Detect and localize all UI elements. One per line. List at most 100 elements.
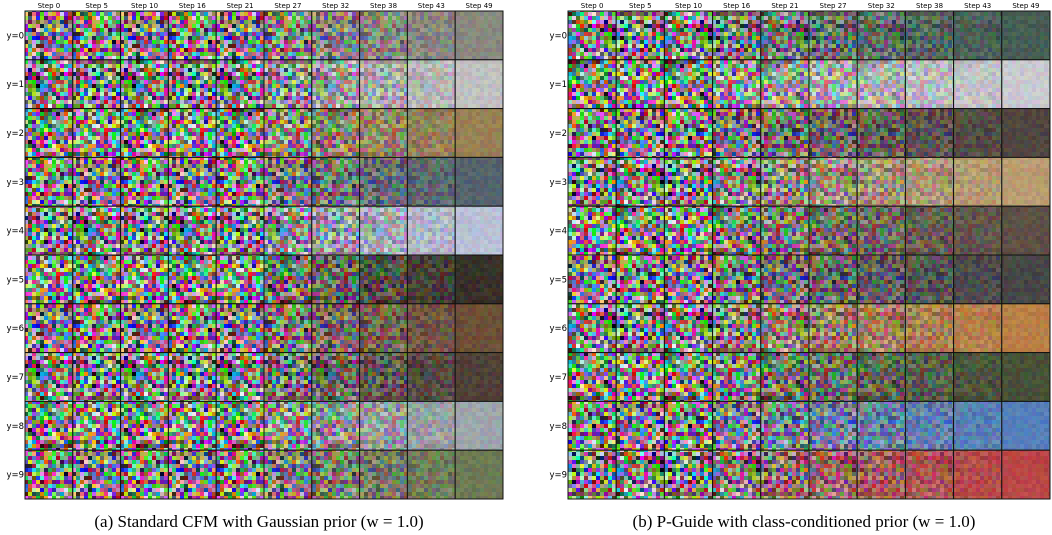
caption: (b) P-Guide with class-conditioned prior… [633,512,976,531]
image-content [312,304,360,353]
image-noise [568,255,616,304]
image-content [905,109,953,158]
image-content [264,353,312,402]
image-noise [664,206,712,255]
column-header: Step 32 [868,2,895,10]
row-label: y=9 [549,471,567,481]
row-label: y=6 [549,324,567,334]
row-label: y=1 [6,80,24,90]
image-content [809,109,857,158]
image-noise [121,353,169,402]
column-header: Step 43 [418,2,445,10]
image-content [455,60,503,109]
image-content [954,353,1002,402]
image-noise [664,304,712,353]
image-content [857,157,905,206]
row-label: y=3 [6,178,24,188]
image-noise [664,60,712,109]
image-content [954,450,1002,499]
image-content [809,304,857,353]
image-noise [168,353,216,402]
image-noise [25,157,73,206]
row-label: y=2 [6,129,24,139]
image-noise [168,401,216,450]
image-content [713,304,761,353]
image-content [407,206,455,255]
column-header: Step 5 [629,2,652,10]
image-content [455,11,503,60]
image-content [455,304,503,353]
image-noise [25,353,73,402]
image-noise [73,157,121,206]
image-content [1002,304,1050,353]
image-noise [121,60,169,109]
image-content [407,353,455,402]
image-noise [168,157,216,206]
image-noise [25,11,73,60]
image-content [264,109,312,158]
image-content [407,401,455,450]
column-header: Step 16 [723,2,751,10]
image-noise [616,60,664,109]
image-content [1002,450,1050,499]
column-header: Step 0 [38,2,61,10]
row-label: y=9 [6,471,24,481]
image-noise [216,450,264,499]
image-content [761,353,809,402]
image-content [312,60,360,109]
image-content [713,255,761,304]
image-content [360,109,408,158]
image-content [455,353,503,402]
image-content [455,206,503,255]
image-noise [168,206,216,255]
image-noise [568,401,616,450]
image-content [905,60,953,109]
image-content [857,353,905,402]
image-content [713,450,761,499]
row-label: y=2 [549,129,567,139]
image-noise [616,157,664,206]
image-content [407,450,455,499]
row-label: y=4 [6,227,24,237]
image-noise [216,206,264,255]
row-label: y=3 [549,178,567,188]
column-header: Step 16 [179,2,207,10]
image-content [713,109,761,158]
row-label: y=1 [549,80,567,90]
row-label: y=7 [549,373,567,383]
page: {"panels": [ {"columns": ["Step 0", "Ste… [0,0,1052,535]
image-noise [568,206,616,255]
image-content [1002,109,1050,158]
image-content [905,353,953,402]
image-content [809,11,857,60]
image-content [761,109,809,158]
image-content [857,450,905,499]
image-noise [73,109,121,158]
image-noise [216,304,264,353]
image-content [455,401,503,450]
image-noise [73,304,121,353]
image-noise [568,60,616,109]
image-noise [616,255,664,304]
image-content [954,206,1002,255]
image-noise [568,157,616,206]
image-noise [616,11,664,60]
image-content [761,304,809,353]
column-header: Step 32 [322,2,349,10]
image-content [455,255,503,304]
image-noise [664,450,712,499]
image-content [954,401,1002,450]
image-content [809,450,857,499]
image-content [857,206,905,255]
image-content [713,11,761,60]
image-noise [616,304,664,353]
image-content [455,109,503,158]
image-content [905,450,953,499]
image-content [360,11,408,60]
image-content [809,60,857,109]
image-content [360,304,408,353]
row-label: y=4 [549,227,567,237]
image-content [312,11,360,60]
image-content [809,255,857,304]
image-noise [168,450,216,499]
